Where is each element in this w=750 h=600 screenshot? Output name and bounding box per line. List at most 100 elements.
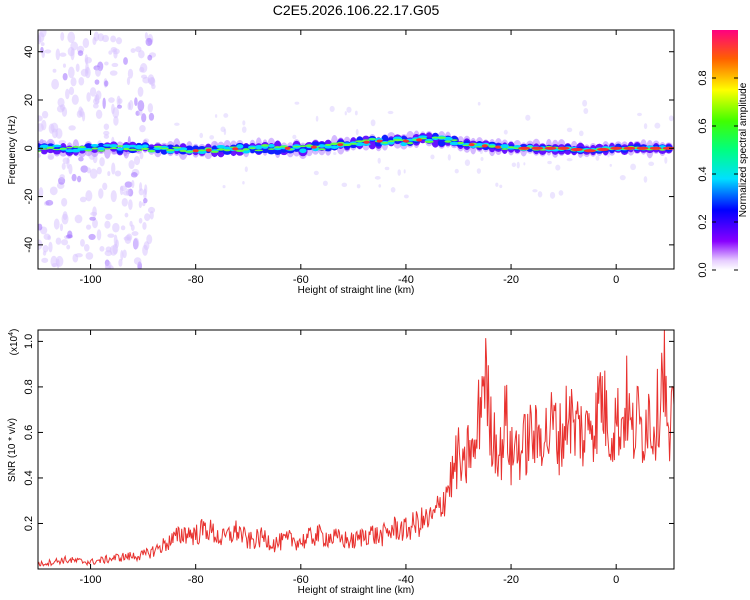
spectrogram-ridge-cell [381, 141, 389, 144]
spectrogram-noise [609, 163, 612, 167]
spectrogram-noise [42, 250, 47, 256]
spectrogram-noise [654, 122, 661, 129]
spectrogram-peak-cell [310, 145, 317, 149]
spectrogram-peak-cell [557, 146, 570, 150]
spectrogram-x-tick-label: -60 [293, 274, 309, 286]
spectrogram-noise [315, 115, 319, 122]
spectrogram-noise [139, 124, 146, 133]
spectrogram-ridge-cell [392, 138, 403, 142]
spectrogram-noise [86, 167, 91, 174]
spectrogram-noise [95, 109, 103, 120]
spectrogram-noise [85, 190, 93, 202]
spectrogram-noise [108, 50, 113, 55]
spectrogram-noise [48, 241, 53, 253]
spectrogram-noise [67, 230, 73, 239]
spectrogram-noise [76, 175, 82, 183]
spectrogram-peak-cell [531, 146, 544, 150]
spectrogram-ridge-cell [116, 145, 124, 148]
spectrogram-noise [354, 110, 358, 116]
spectrogram-noise [151, 83, 156, 90]
spectrogram-x-axis-label: Height of straight line (km) [298, 285, 415, 296]
spectrogram-ridge-cell [72, 145, 80, 148]
colorbar-label: Normalized spectral amplitude [738, 82, 749, 217]
spectrogram-noise [142, 221, 147, 230]
spectrogram-ridge-cell [223, 149, 231, 152]
spectrogram-noise [346, 106, 352, 113]
spectrogram-peak-cell [337, 143, 344, 147]
spectrogram-noise [112, 222, 120, 233]
spectrogram-noise [41, 257, 49, 263]
spectrogram-noise [80, 239, 85, 247]
spectrogram-noise [49, 186, 58, 196]
spectrogram-noise [61, 162, 66, 170]
spectrogram-noise [74, 214, 83, 224]
snr-series-line [38, 330, 674, 567]
spectrogram-y-axis-label: Frequency (Hz) [7, 116, 18, 185]
spectrogram-noise [294, 101, 300, 105]
spectrogram-ridge-cell [324, 143, 332, 146]
spectrogram-noise [44, 49, 52, 54]
spectrogram-ridge-cell [450, 139, 458, 142]
spectrogram-noise [123, 236, 130, 241]
spectrogram-noise [477, 101, 481, 106]
spectrogram-ridge-cell [109, 144, 119, 148]
spectrogram-ridge-cell [342, 143, 352, 147]
spectrogram-noise [120, 225, 126, 231]
spectrogram-peak-cell [232, 147, 239, 151]
spectrogram-ridge-cell [216, 145, 226, 149]
spectrogram-noise [147, 54, 153, 61]
spectrogram-y-ticks: -40 -20 0 20 40 [23, 46, 674, 253]
spectrogram-ridge-cell [418, 135, 428, 139]
spectrogram-noise [525, 114, 531, 121]
spectrogram-noise [454, 168, 459, 174]
snr-x-tick-label: 0 [613, 574, 619, 586]
spectrogram-noise [103, 134, 110, 139]
spectrogram-noise [124, 181, 133, 188]
snr-y-tick-label: 1.0 [23, 334, 35, 349]
spectrogram-ridge-cell [71, 148, 81, 153]
spectrogram-ridge-cell [122, 147, 130, 151]
spectrogram-peak-cell [205, 148, 212, 152]
spectrogram-noise [59, 52, 67, 57]
spectrogram-noise [333, 151, 337, 156]
spectrogram-noise [103, 130, 110, 136]
spectrogram-noise [397, 169, 401, 176]
spectrogram-noise [138, 188, 144, 196]
spectrogram-noise [209, 135, 215, 140]
spectrogram-noise [62, 72, 68, 81]
spectrogram-ridge-cell [437, 139, 446, 147]
spectrogram-noise [143, 197, 148, 204]
spectrogram-noise [115, 37, 123, 45]
spectrogram-noise [59, 174, 65, 180]
spectrogram-noise [148, 112, 155, 121]
spectrogram-ridge-cell [135, 149, 143, 152]
spectrogram-noise [108, 265, 114, 269]
snr-panel: -100 -80 -60 -40 -20 0 0.2 0.4 0.6 0.8 1.0 Height… [7, 329, 675, 596]
spectrogram-y-tick-label: 40 [23, 46, 35, 58]
spectrogram-noise [115, 239, 119, 248]
spectrogram-noise [104, 61, 109, 66]
spectrogram-noise [147, 103, 154, 113]
spectrogram-ridge-cell [38, 150, 42, 153]
spectrogram-noise [503, 129, 508, 135]
spectrogram-noise [495, 182, 499, 187]
spectrogram-ridge-cell [274, 146, 282, 149]
spectrogram-noise [125, 188, 131, 196]
colorbar: 0.0 0.2 0.4 0.6 0.8 Normalized spectral ampl… [697, 30, 749, 278]
spectrogram-noise [555, 164, 561, 171]
spectrogram-ridge-cell [292, 145, 301, 148]
snr-frame [37, 329, 675, 570]
spectrogram-peak-cell [610, 146, 623, 150]
spectrogram-noise [67, 31, 76, 43]
spectrogram-peak-cell [416, 138, 423, 142]
spectrogram-x-tick-label: -20 [503, 274, 519, 286]
spectrogram-peak-cell [494, 145, 501, 149]
spectrogram-noise [94, 94, 100, 105]
spectrogram-noise [356, 184, 361, 189]
spectrogram-noise [113, 115, 119, 126]
spectrogram-noise [133, 237, 140, 250]
spectrogram-ridge-cell [52, 144, 62, 148]
spectrogram-noise [384, 166, 390, 171]
spectrogram-x-ticks: -100 -80 -60 -40 -20 0 [80, 30, 619, 286]
spectrogram-noise [144, 184, 148, 196]
